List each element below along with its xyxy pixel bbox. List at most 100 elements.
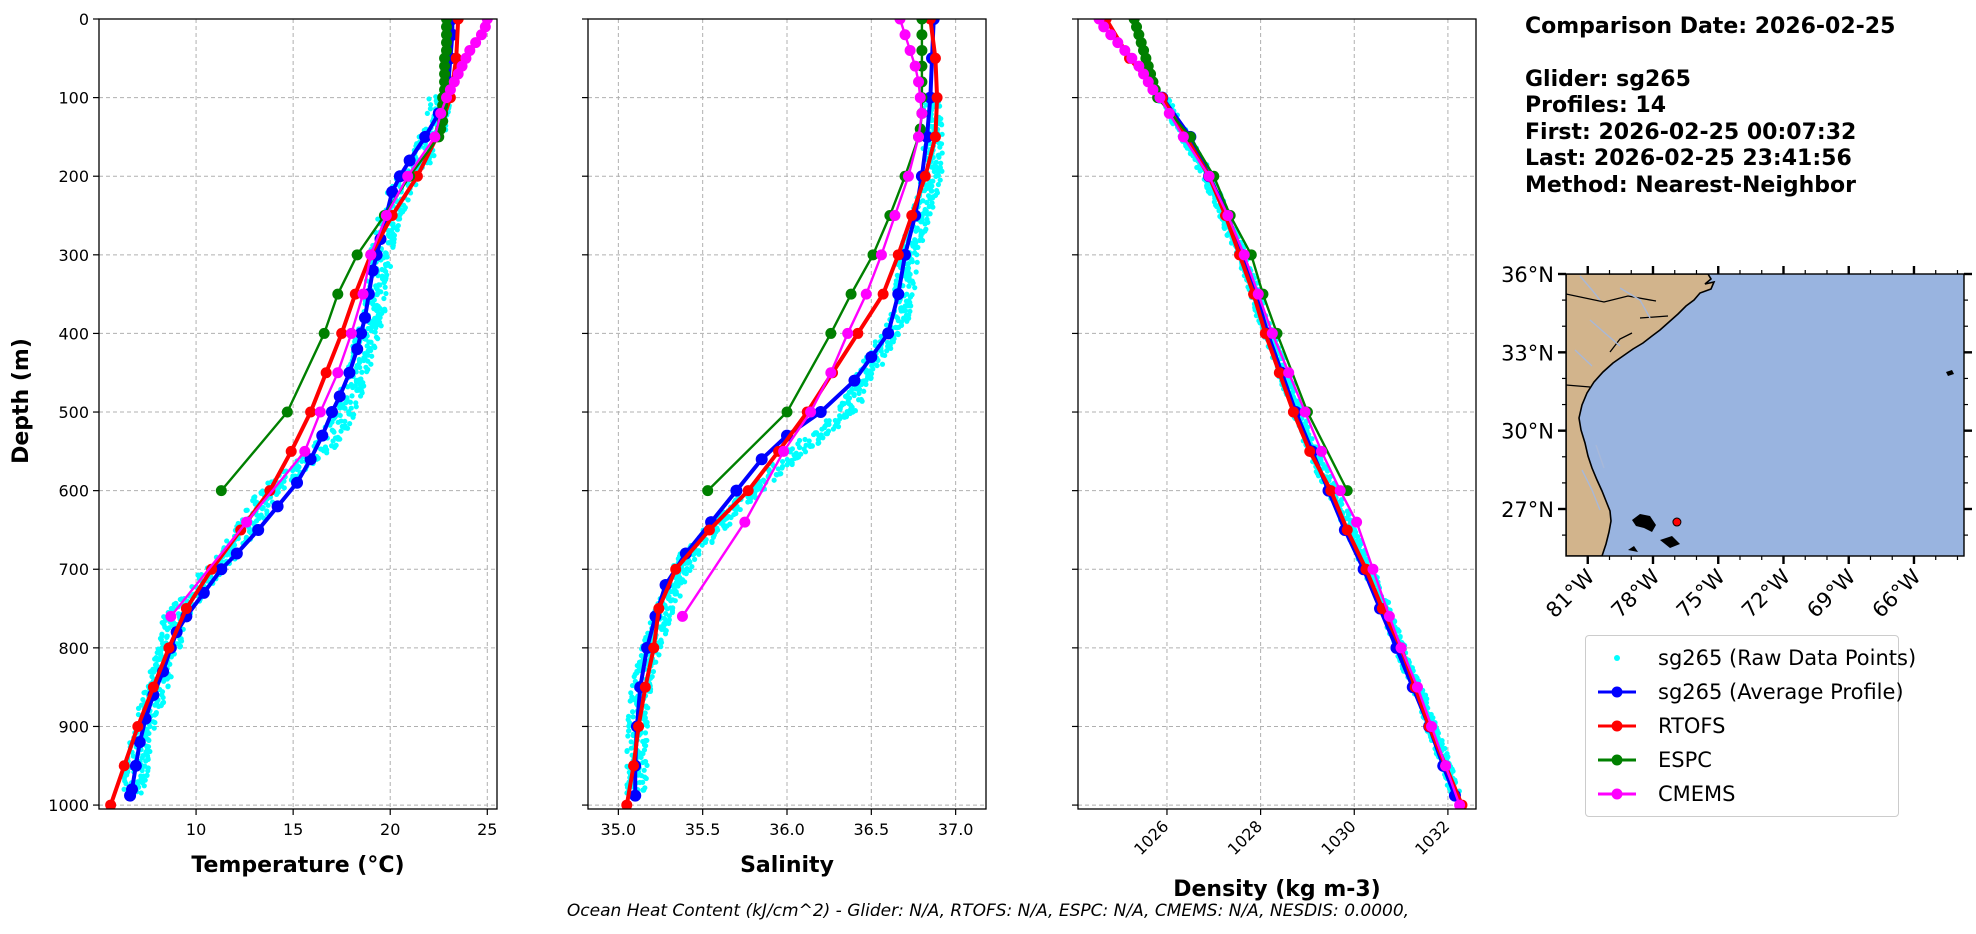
raw-point xyxy=(691,556,698,562)
raw-point xyxy=(387,263,394,270)
raw-point xyxy=(696,551,702,557)
rtofs-marker xyxy=(118,760,130,772)
map-frame xyxy=(1565,273,1965,557)
glider-marker xyxy=(133,736,146,749)
raw-point xyxy=(155,657,161,663)
raw-point xyxy=(710,534,717,540)
raw-point xyxy=(151,669,157,675)
rtofs-marker xyxy=(349,288,361,300)
legend-item-glider: sg265 (Average Profile) xyxy=(1586,675,1904,709)
raw-point xyxy=(861,388,867,394)
glider-marker xyxy=(419,130,432,143)
raw-point xyxy=(1424,696,1430,702)
raw-point xyxy=(164,634,170,640)
espc-marker xyxy=(439,52,451,64)
raw-point xyxy=(925,219,931,225)
raw-point xyxy=(345,384,351,390)
raw-point xyxy=(641,767,647,773)
lon-label: 69°W xyxy=(1802,564,1860,622)
rtofs-marker xyxy=(639,681,651,693)
cmems-marker xyxy=(1299,406,1311,418)
glider-marker xyxy=(393,170,406,183)
cmems-marker xyxy=(739,516,751,528)
cmems-marker xyxy=(402,170,414,182)
raw-point xyxy=(638,754,644,760)
raw-point xyxy=(937,144,943,150)
raw-point xyxy=(147,723,153,729)
raw-point xyxy=(121,786,127,792)
cmems-marker xyxy=(1222,210,1234,222)
raw-point xyxy=(337,436,343,442)
raw-point xyxy=(346,411,352,417)
cmems-marker xyxy=(345,327,357,339)
density-axis-label: Density (kg m-3) xyxy=(1173,877,1381,902)
raw-point xyxy=(1355,533,1361,540)
raw-point xyxy=(661,627,668,633)
raw-point xyxy=(672,591,678,597)
rtofs-marker xyxy=(648,642,660,654)
raw-point xyxy=(338,428,344,434)
salinity-panel: 35.0 35.5 36.0 36.5 37.0 xyxy=(582,18,987,839)
raw-point xyxy=(734,506,740,512)
glider-marker xyxy=(333,390,346,403)
raw-point xyxy=(350,384,356,391)
raw-point xyxy=(830,426,836,432)
espc-marker xyxy=(439,76,451,88)
glider-marker xyxy=(892,288,905,301)
map-state-border xyxy=(1566,293,1669,388)
location-map: 36°N 33°N 30°N 27°N 81°W 78°W 75°W 72°W 69°W 66°W xyxy=(1501,263,1972,623)
cmems-marker xyxy=(314,406,326,418)
cmems-marker xyxy=(165,610,177,622)
raw-point xyxy=(376,310,383,317)
espc-marker xyxy=(439,60,451,72)
legend-label-espc: ESPC xyxy=(1658,748,1712,772)
raw-point xyxy=(854,386,860,392)
espc-marker xyxy=(351,249,363,261)
glider-marker xyxy=(848,374,861,387)
raw-point xyxy=(921,188,928,194)
raw-point xyxy=(863,381,869,388)
raw-point xyxy=(937,177,943,183)
method: Method: Nearest-Neighbor xyxy=(1525,172,1856,198)
glider-marker xyxy=(129,759,142,772)
raw-point xyxy=(874,362,880,368)
glider-marker xyxy=(358,311,371,324)
espc-marker xyxy=(215,485,227,497)
raw-point xyxy=(364,369,370,375)
rtofs-marker xyxy=(452,19,464,25)
raw-point xyxy=(672,598,678,604)
raw-point xyxy=(796,444,803,451)
espc-marker xyxy=(916,19,928,25)
cmems-marker xyxy=(889,210,901,222)
rtofs-marker xyxy=(628,760,640,772)
legend-symbol-cmems xyxy=(1598,788,1636,800)
glider-marker xyxy=(386,185,399,198)
raw-point xyxy=(936,154,942,160)
raw-point xyxy=(888,345,894,352)
comparison-date: Comparison Date: 2026-02-25 xyxy=(1525,14,1896,39)
raw-point xyxy=(629,682,636,689)
espc-marker xyxy=(318,327,330,339)
raw-point xyxy=(625,733,631,739)
legend-item-espc: ESPC xyxy=(1586,743,1898,777)
raw-point xyxy=(775,466,781,472)
rtofs-marker xyxy=(929,131,941,143)
rtofs-marker xyxy=(633,720,645,732)
raw-point xyxy=(1221,224,1227,231)
cmems-marker xyxy=(1334,485,1346,497)
cmems-marker xyxy=(899,29,911,41)
raw-point xyxy=(342,418,348,424)
glider-marker xyxy=(920,130,933,143)
raw-point xyxy=(629,709,636,715)
raw-point xyxy=(851,392,857,399)
cmems-marker xyxy=(778,445,790,457)
raw-point xyxy=(374,292,380,298)
raw-point xyxy=(664,606,670,612)
raw-point xyxy=(912,285,918,291)
raw-point xyxy=(331,429,337,435)
raw-point xyxy=(424,110,430,117)
espc-marker xyxy=(332,288,344,300)
x-tick-label: 15 xyxy=(283,820,303,839)
cmems-marker xyxy=(676,610,688,622)
cmems-marker xyxy=(332,367,344,379)
